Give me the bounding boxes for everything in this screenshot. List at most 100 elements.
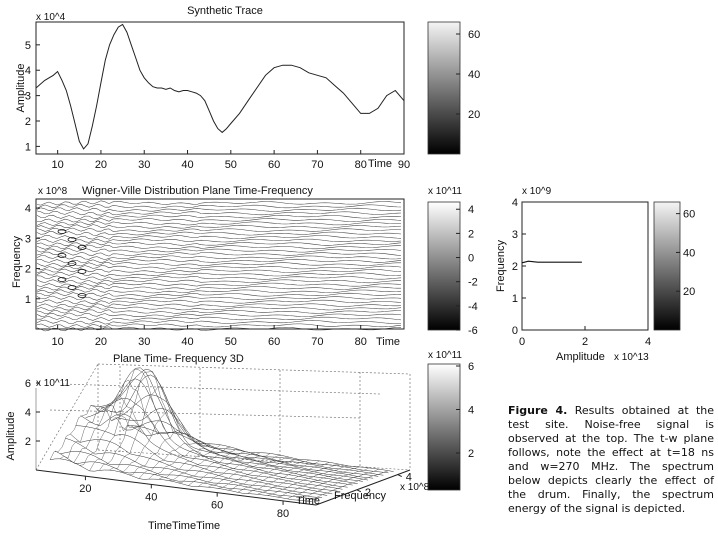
contour-line <box>36 309 402 314</box>
contour-line <box>36 282 402 288</box>
contour-line <box>36 303 402 308</box>
frequency-tick-label: 4 <box>406 472 412 484</box>
x-tick-label: 80 <box>355 336 367 348</box>
contour-line <box>36 224 402 229</box>
contour-blob <box>57 229 67 234</box>
x-tick-label: 4 <box>645 336 651 348</box>
mesh-line <box>227 459 310 491</box>
contour-line <box>36 251 402 257</box>
mesh-line <box>54 450 318 501</box>
contour-line <box>36 288 402 294</box>
mesh-line <box>60 451 323 499</box>
mesh-line <box>131 426 394 472</box>
time-tick-label: 40 <box>145 491 157 503</box>
mesh-line <box>109 386 192 471</box>
colorbar-tick-label: 20 <box>683 286 695 298</box>
mesh-line <box>116 408 379 477</box>
colorbar-tick-label: 0 <box>468 253 474 265</box>
plot-frame <box>35 198 405 330</box>
mesh-line <box>75 425 338 492</box>
x-tick-label: 10 <box>52 159 64 171</box>
mesh-line <box>237 460 320 493</box>
x-tick-label: 20 <box>95 159 107 171</box>
y-tick-label: 2 <box>25 264 31 276</box>
contour-line <box>36 258 402 264</box>
contour-line <box>36 255 402 260</box>
mesh-line <box>85 397 348 488</box>
mesh-line <box>287 467 369 500</box>
chart-title: Wigner-Ville Distribution Plane Time-Fre… <box>82 185 313 197</box>
mesh-line <box>148 446 231 480</box>
contour-line <box>36 235 402 240</box>
mesh-line <box>90 378 353 486</box>
contour-line <box>36 238 402 243</box>
x-tick-label: 20 <box>95 336 107 348</box>
x-tick-label: 30 <box>138 336 150 348</box>
wigner-ville-chart: x 10^8 Wigner-Ville Distribution Plane T… <box>11 185 478 348</box>
colorbar-tick-label: 40 <box>683 247 695 259</box>
y-exponent: x 10^8 <box>38 186 68 197</box>
frequency-tick-label: 2 <box>365 487 371 499</box>
x-tick-label: 70 <box>311 336 323 348</box>
x-tick-label: 80 <box>355 159 367 171</box>
contour-blob <box>77 269 87 274</box>
colorbar-tick-label: 4 <box>468 204 474 216</box>
y-tick-label: 4 <box>25 65 31 77</box>
mesh-line <box>95 367 358 484</box>
frequency-tick <box>356 489 362 493</box>
frequency-exponent: x 10^8 <box>400 482 430 493</box>
contour-blob <box>57 277 67 282</box>
x-tick-label: 60 <box>268 159 280 171</box>
mesh-line <box>79 379 162 466</box>
contour-line <box>36 306 402 311</box>
contour-blob <box>77 293 87 298</box>
contour-line <box>36 248 402 253</box>
contour-line <box>36 292 402 297</box>
z-tick-label: 2 <box>25 436 31 448</box>
y-axis-label: Amplitude <box>15 64 27 113</box>
colorbar-tick-label: 40 <box>468 69 480 81</box>
contour-blob <box>77 245 87 250</box>
mesh-line <box>168 451 251 481</box>
x-tick-label: 40 <box>181 336 193 348</box>
caption-lead: Figure 4. <box>508 404 568 417</box>
y-tick-label: 1 <box>25 141 31 153</box>
y-tick-label: 1 <box>512 293 518 305</box>
box-frame <box>35 363 411 471</box>
spectrum-line <box>521 260 582 264</box>
y-axis-label: Frequency <box>11 236 23 288</box>
z-tick-label: 4 <box>25 407 31 419</box>
contour-line <box>36 241 402 247</box>
plot-area <box>35 21 405 155</box>
chart-title: Synthetic Trace <box>187 5 263 17</box>
mesh-line <box>217 459 300 489</box>
mesh-line <box>198 454 280 487</box>
contour-line <box>36 275 402 281</box>
colorbar-tick-label: 6 <box>468 361 474 373</box>
contour-line <box>36 271 402 277</box>
y-tick-label: 4 <box>25 203 31 215</box>
contour-line <box>36 299 402 305</box>
z-exponent: x 10^11 <box>36 378 70 389</box>
time-axis <box>35 469 317 506</box>
mesh-line <box>208 457 290 488</box>
y-tick-label: 3 <box>512 229 518 241</box>
x-tick-label: 50 <box>225 336 237 348</box>
colorbar-tick-label: 2 <box>468 448 474 460</box>
mesh-line <box>158 449 241 480</box>
x-tick-label: 50 <box>225 159 237 171</box>
mesh-line <box>257 463 340 495</box>
contour-line <box>36 323 402 328</box>
y-tick-label: 1 <box>25 294 31 306</box>
x-tick-label: 30 <box>138 159 150 171</box>
colorbar-tick-label: -6 <box>468 325 478 337</box>
y-exponent: x 10^9 <box>522 186 552 197</box>
caption-text: Results obtained at the test site. Noise… <box>508 404 715 515</box>
contour-line <box>36 319 402 325</box>
contour-line <box>36 221 402 226</box>
mesh-line <box>99 370 182 471</box>
mesh-line <box>80 413 343 490</box>
mesh-line <box>296 468 379 501</box>
contour-line <box>36 279 401 284</box>
mesh-line <box>106 374 369 481</box>
